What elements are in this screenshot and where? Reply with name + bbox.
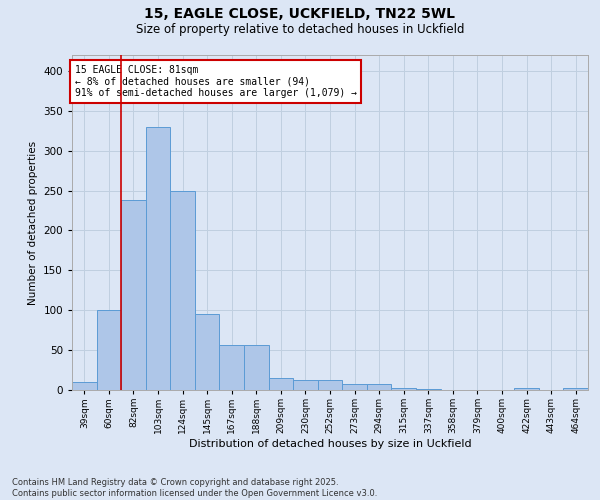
Bar — [269, 378, 293, 390]
Text: 15, EAGLE CLOSE, UCKFIELD, TN22 5WL: 15, EAGLE CLOSE, UCKFIELD, TN22 5WL — [145, 8, 455, 22]
Y-axis label: Number of detached properties: Number of detached properties — [28, 140, 38, 304]
Bar — [72, 382, 97, 390]
Text: 15 EAGLE CLOSE: 81sqm
← 8% of detached houses are smaller (94)
91% of semi-detac: 15 EAGLE CLOSE: 81sqm ← 8% of detached h… — [74, 65, 356, 98]
Bar — [244, 344, 269, 390]
Bar — [97, 310, 121, 390]
Bar — [514, 388, 539, 390]
Bar — [391, 388, 416, 390]
Bar — [195, 314, 220, 390]
Bar — [342, 384, 367, 390]
Bar — [170, 190, 195, 390]
Bar — [220, 344, 244, 390]
Bar — [367, 384, 391, 390]
Text: Size of property relative to detached houses in Uckfield: Size of property relative to detached ho… — [136, 22, 464, 36]
Text: Contains HM Land Registry data © Crown copyright and database right 2025.
Contai: Contains HM Land Registry data © Crown c… — [12, 478, 377, 498]
Bar — [146, 127, 170, 390]
Bar — [121, 200, 146, 390]
Bar — [563, 388, 588, 390]
Bar — [293, 380, 318, 390]
X-axis label: Distribution of detached houses by size in Uckfield: Distribution of detached houses by size … — [188, 439, 472, 449]
Bar — [416, 389, 440, 390]
Bar — [318, 380, 342, 390]
